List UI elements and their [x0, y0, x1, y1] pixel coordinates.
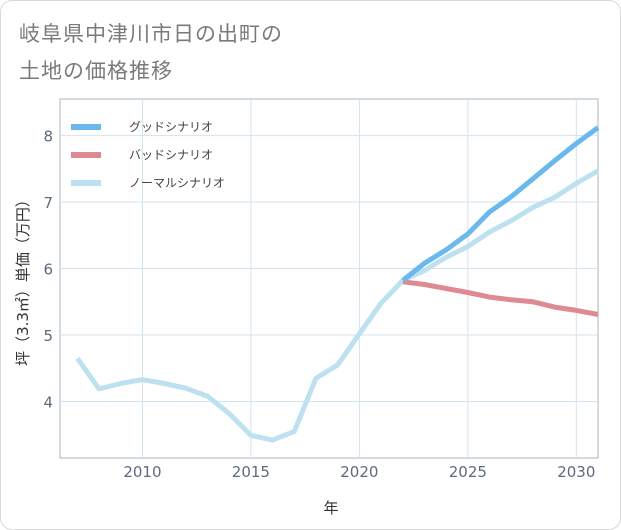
y-tick-label-6: 6 — [43, 261, 53, 279]
series-line-0 — [401, 125, 600, 283]
series-line-2 — [75, 168, 600, 443]
chart-title-line-1: 岐阜県中津川市日の出町の — [19, 22, 283, 46]
plot-area — [59, 98, 599, 459]
legend-label-2: ノーマルシナリオ — [129, 176, 225, 190]
chart-title-line-2: 土地の価格推移 — [19, 59, 173, 83]
x-tick-label-2015: 2015 — [232, 463, 270, 481]
x-axis-title: 年 — [323, 499, 338, 517]
y-tick-label-8: 8 — [43, 128, 53, 146]
x-tick-label-2020: 2020 — [340, 463, 378, 481]
y-tick-labels: 4 5 6 7 8 — [43, 128, 53, 412]
y-axis-title: 坪（3.3㎡）単価（万円） — [14, 192, 32, 366]
x-tick-labels: 2010 2015 2020 2025 2030 — [123, 463, 595, 481]
y-tick-label-5: 5 — [43, 327, 53, 345]
legend-label-0: グッドシナリオ — [129, 120, 213, 134]
x-tick-label-2025: 2025 — [449, 463, 487, 481]
series-line-1 — [402, 279, 599, 317]
y-tick-label-4: 4 — [43, 393, 53, 411]
grid-lines — [60, 99, 598, 458]
series-lines — [75, 125, 600, 443]
x-tick-label-2030: 2030 — [557, 463, 595, 481]
x-tick-label-2010: 2010 — [123, 463, 161, 481]
legend-label-1: バッドシナリオ — [129, 148, 213, 162]
y-tick-label-7: 7 — [43, 194, 53, 212]
